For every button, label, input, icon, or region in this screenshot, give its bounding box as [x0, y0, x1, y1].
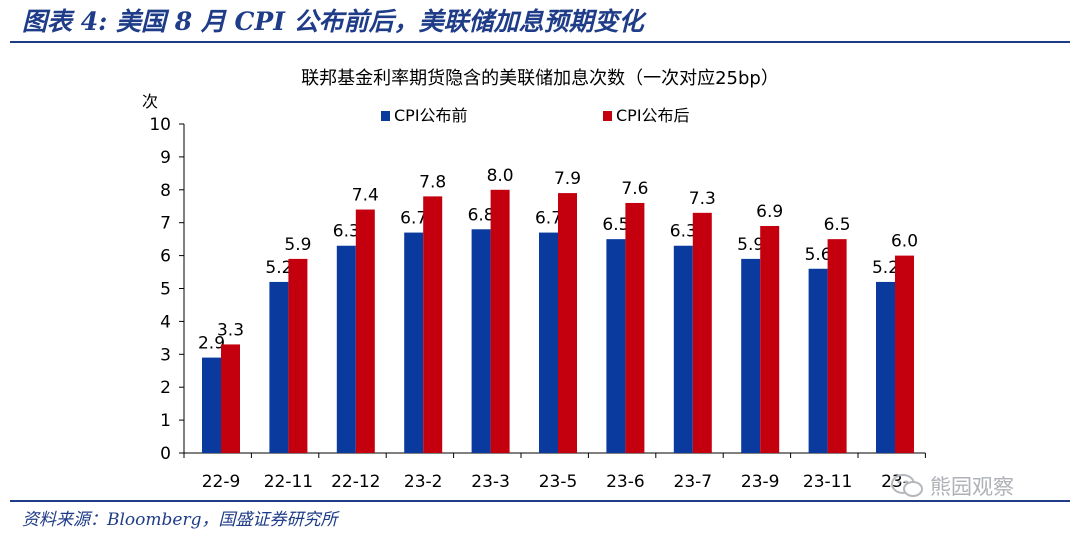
y-axis-label: 次 — [142, 92, 158, 111]
watermark-text: 熊园观察 — [930, 475, 1014, 499]
data-label: 6.0 — [891, 232, 918, 252]
legend-swatch — [381, 111, 390, 121]
bar-after — [625, 202, 645, 453]
bar-before — [269, 281, 289, 453]
data-label: 6.3 — [670, 222, 697, 242]
data-label: 3.3 — [217, 320, 244, 340]
x-tick-label: 23-2 — [404, 472, 443, 492]
y-tick-label: 5 — [160, 280, 171, 300]
legend-label: CPI公布后 — [616, 106, 690, 125]
y-tick-label: 8 — [160, 181, 171, 201]
bar-after — [760, 225, 780, 453]
data-label: 6.8 — [468, 205, 495, 225]
y-tick-label: 6 — [160, 247, 171, 267]
figure-title: 图表 4: 美国 8 月 CPI 公布前后，美联储加息预期变化 — [22, 7, 644, 36]
x-tick-label: 23-6 — [606, 472, 645, 492]
data-label: 5.2 — [872, 258, 899, 278]
data-label: 5.6 — [805, 245, 832, 265]
bar-after — [490, 189, 510, 454]
y-tick-label: 10 — [149, 115, 171, 135]
data-label: 6.5 — [602, 215, 629, 235]
bar-before — [336, 245, 356, 453]
x-tick-label: 23-9 — [741, 472, 780, 492]
bar-after — [355, 209, 375, 453]
x-tick-label: 23-5 — [539, 472, 578, 492]
data-label: 6.3 — [333, 222, 360, 242]
bar-before — [606, 239, 626, 453]
y-tick-label: 7 — [160, 214, 171, 234]
y-tick-label: 3 — [160, 345, 171, 365]
data-label: 5.2 — [265, 258, 292, 278]
x-tick-label: 23- — [881, 472, 909, 492]
data-label: 8.0 — [487, 166, 514, 186]
x-tick-label: 22-11 — [264, 472, 313, 492]
y-tick-label: 9 — [160, 148, 171, 168]
watermark: 熊园观察 — [890, 471, 1014, 501]
data-label: 7.4 — [352, 186, 379, 206]
y-tick-label: 1 — [160, 411, 171, 431]
data-label: 5.9 — [737, 235, 764, 255]
bar-before — [471, 229, 491, 453]
bar-before — [741, 258, 761, 453]
chart-title: 联邦基金利率期货隐含的美联储加息次数（一次对应25bp） — [301, 68, 779, 89]
y-tick-label: 2 — [160, 378, 171, 398]
bar-after — [558, 193, 577, 453]
data-label: 6.7 — [400, 209, 427, 229]
x-tick-label: 23-3 — [471, 472, 510, 492]
y-tick-label: 4 — [160, 312, 171, 332]
bar-after — [895, 255, 914, 453]
x-tick-label: 23-11 — [803, 472, 852, 492]
x-tick-label: 22-9 — [202, 472, 241, 492]
footer-divider — [10, 500, 1070, 502]
data-label: 6.9 — [756, 202, 783, 222]
data-label: 5.9 — [284, 235, 311, 255]
data-label: 7.6 — [621, 179, 648, 199]
data-label: 6.5 — [824, 215, 851, 235]
data-label: 7.3 — [689, 189, 716, 209]
x-tick-label: 22-12 — [331, 472, 380, 492]
data-label: 2.9 — [198, 334, 225, 354]
data-label: 7.8 — [419, 172, 446, 192]
bar-after — [423, 196, 443, 453]
bar-chart: 联邦基金利率期货隐含的美联储加息次数（一次对应25bp） 次 0 1 2 3 4 5 6 7 8 9 1… — [142, 68, 926, 492]
data-label: 7.9 — [554, 169, 581, 189]
y-tick-label: 0 — [160, 444, 171, 464]
bar-before — [808, 268, 828, 453]
bar-before — [673, 245, 693, 453]
x-tick-label: 23-7 — [674, 472, 713, 492]
bar-before — [876, 281, 895, 453]
bar-before — [539, 232, 558, 453]
bar-after — [221, 344, 240, 453]
bar-before — [202, 357, 221, 453]
data-label: 6.7 — [535, 209, 562, 229]
bar-after — [288, 258, 308, 453]
legend-label: CPI公布前 — [394, 106, 468, 125]
header-divider — [10, 41, 1070, 43]
bar-before — [404, 232, 424, 453]
bar-after — [692, 212, 712, 453]
source-note: 资料来源：Bloomberg，国盛证券研究所 — [22, 510, 338, 530]
bar-after — [827, 239, 847, 453]
chat-bubbles-icon — [891, 474, 923, 497]
legend-swatch — [603, 111, 612, 121]
